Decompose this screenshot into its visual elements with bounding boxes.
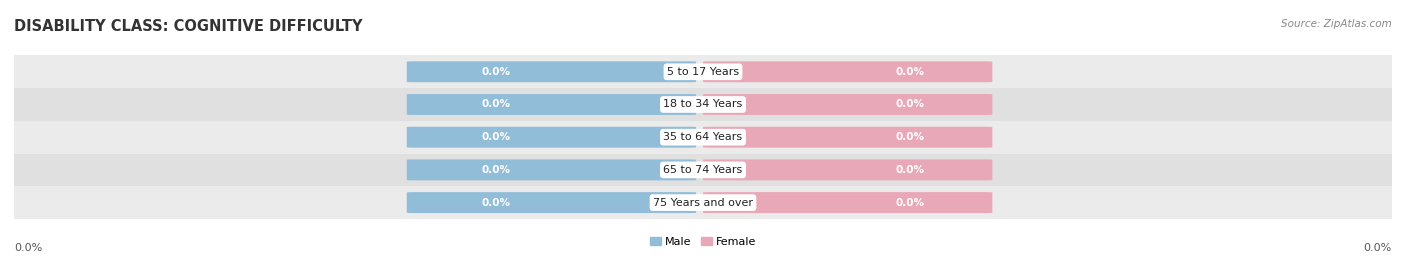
Text: 18 to 34 Years: 18 to 34 Years [664, 100, 742, 109]
FancyBboxPatch shape [406, 192, 696, 213]
FancyBboxPatch shape [406, 94, 696, 115]
Text: Source: ZipAtlas.com: Source: ZipAtlas.com [1281, 19, 1392, 29]
FancyBboxPatch shape [703, 61, 993, 82]
Text: 0.0%: 0.0% [896, 198, 924, 208]
FancyBboxPatch shape [703, 127, 993, 148]
Text: 0.0%: 0.0% [896, 100, 924, 109]
Bar [14, 154, 1392, 186]
Text: DISABILITY CLASS: COGNITIVE DIFFICULTY: DISABILITY CLASS: COGNITIVE DIFFICULTY [14, 19, 363, 34]
FancyBboxPatch shape [703, 192, 993, 213]
Text: 75 Years and over: 75 Years and over [652, 198, 754, 208]
Text: 0.0%: 0.0% [896, 67, 924, 77]
FancyBboxPatch shape [406, 127, 696, 148]
Text: 0.0%: 0.0% [482, 132, 510, 142]
Text: 35 to 64 Years: 35 to 64 Years [664, 132, 742, 142]
Bar [14, 88, 1392, 121]
Text: 0.0%: 0.0% [896, 132, 924, 142]
Legend: Male, Female: Male, Female [645, 233, 761, 252]
Bar [14, 186, 1392, 219]
Text: 0.0%: 0.0% [482, 165, 510, 175]
FancyBboxPatch shape [703, 160, 993, 180]
Text: 65 to 74 Years: 65 to 74 Years [664, 165, 742, 175]
Text: 0.0%: 0.0% [1364, 243, 1392, 253]
Text: 0.0%: 0.0% [482, 198, 510, 208]
Text: 0.0%: 0.0% [482, 67, 510, 77]
Bar [14, 55, 1392, 88]
FancyBboxPatch shape [703, 94, 993, 115]
FancyBboxPatch shape [406, 160, 696, 180]
Text: 0.0%: 0.0% [482, 100, 510, 109]
Bar [14, 121, 1392, 154]
FancyBboxPatch shape [406, 61, 696, 82]
Text: 0.0%: 0.0% [896, 165, 924, 175]
Text: 0.0%: 0.0% [14, 243, 42, 253]
Text: 5 to 17 Years: 5 to 17 Years [666, 67, 740, 77]
